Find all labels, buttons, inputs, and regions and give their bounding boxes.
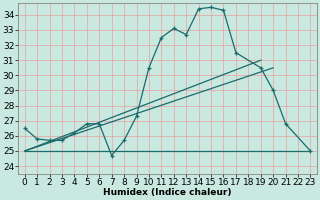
- X-axis label: Humidex (Indice chaleur): Humidex (Indice chaleur): [103, 188, 232, 197]
